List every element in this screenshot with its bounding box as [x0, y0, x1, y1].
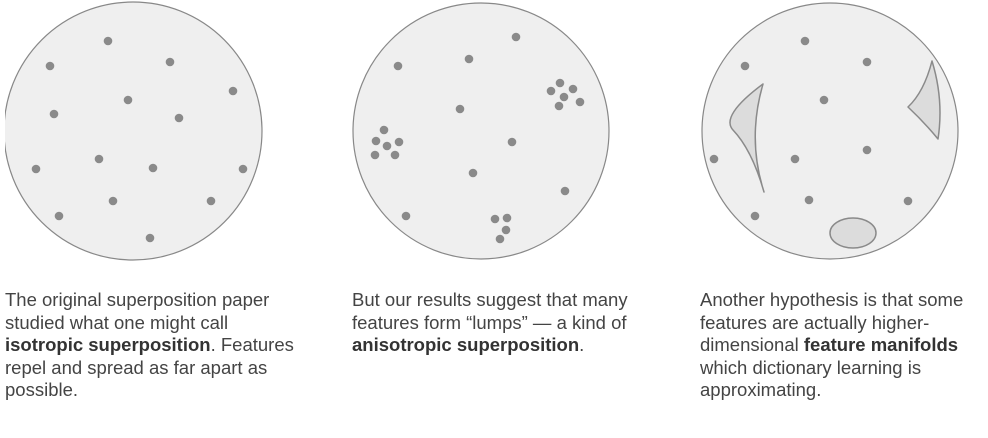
feature-dot [490, 214, 500, 224]
feature-dot [740, 61, 750, 71]
feature-space-disk [5, 1, 263, 261]
feature-manifold-ellipse [829, 217, 877, 249]
feature-dot [819, 95, 829, 105]
feature-dot [903, 196, 913, 206]
feature-dot [31, 164, 41, 174]
feature-dot [148, 163, 158, 173]
feature-dot [165, 57, 175, 67]
feature-dot [174, 113, 184, 123]
feature-dot [555, 78, 565, 88]
feature-dot [559, 92, 569, 102]
feature-dot [709, 154, 719, 164]
feature-dot [379, 125, 389, 135]
feature-dot [94, 154, 104, 164]
caption-term: feature manifolds [803, 334, 959, 355]
caption-anisotropic: But our results suggest that many featur… [352, 289, 652, 357]
panel-anisotropic: But our results suggest that many featur… [352, 0, 652, 438]
feature-dot [568, 84, 578, 94]
feature-dot [862, 145, 872, 155]
feature-dot [401, 211, 411, 221]
feature-dot [862, 57, 872, 67]
feature-dot [390, 150, 400, 160]
feature-dot [145, 233, 155, 243]
feature-dot [54, 211, 64, 221]
caption-text: But our results suggest that many featur… [352, 289, 628, 333]
feature-dot [750, 211, 760, 221]
feature-dot [804, 195, 814, 205]
caption-term: anisotropic superposition [352, 334, 580, 355]
caption-term: isotropic superposition [5, 334, 211, 355]
feature-dots [393, 32, 570, 221]
feature-dot [238, 164, 248, 174]
feature-dot [382, 141, 392, 151]
feature-dot [464, 54, 474, 64]
feature-dot [554, 101, 564, 111]
feature-dot [507, 137, 517, 147]
feature-dot [393, 61, 403, 71]
feature-space-disk [701, 2, 959, 260]
feature-dot [468, 168, 478, 178]
feature-space-disk [352, 2, 610, 260]
feature-lump [546, 78, 585, 111]
feature-dot [45, 61, 55, 71]
feature-dot [800, 36, 810, 46]
feature-dot [560, 186, 570, 196]
feature-dot [371, 136, 381, 146]
anisotropic-diagram [352, 2, 610, 260]
feature-lump [370, 125, 404, 160]
feature-dot [228, 86, 238, 96]
feature-dot [103, 36, 113, 46]
caption-text: which dictionary learning is approximati… [700, 356, 922, 401]
panel-isotropic: The original superposition paper studied… [5, 0, 305, 438]
manifolds-diagram [701, 2, 959, 260]
caption-text: . [579, 334, 585, 355]
feature-dot [495, 234, 505, 244]
feature-dots [709, 36, 913, 221]
caption-manifolds: Another hypothesis is that some features… [700, 289, 988, 402]
feature-dot [123, 95, 133, 105]
feature-dot [370, 150, 380, 160]
feature-dot [394, 137, 404, 147]
feature-dots [31, 36, 248, 243]
feature-dot [455, 104, 465, 114]
panel-manifolds: Another hypothesis is that some features… [700, 0, 988, 438]
feature-manifold-left [729, 83, 765, 193]
feature-manifold-right [907, 60, 941, 140]
feature-dot [108, 196, 118, 206]
caption-text: Another hypothesis is that some features… [700, 289, 964, 355]
feature-dot [501, 225, 511, 235]
caption-text: . Features repel and spread as far apart… [5, 334, 294, 400]
feature-dot [546, 86, 556, 96]
feature-dot [511, 32, 521, 42]
caption-isotropic: The original superposition paper studied… [5, 289, 305, 402]
feature-dot [790, 154, 800, 164]
feature-dot [206, 196, 216, 206]
feature-dot [502, 213, 512, 223]
caption-text: The original superposition paper studied… [5, 289, 270, 333]
feature-dot [575, 97, 585, 107]
feature-lump [490, 213, 512, 244]
feature-dot [49, 109, 59, 119]
isotropic-diagram [5, 1, 263, 261]
